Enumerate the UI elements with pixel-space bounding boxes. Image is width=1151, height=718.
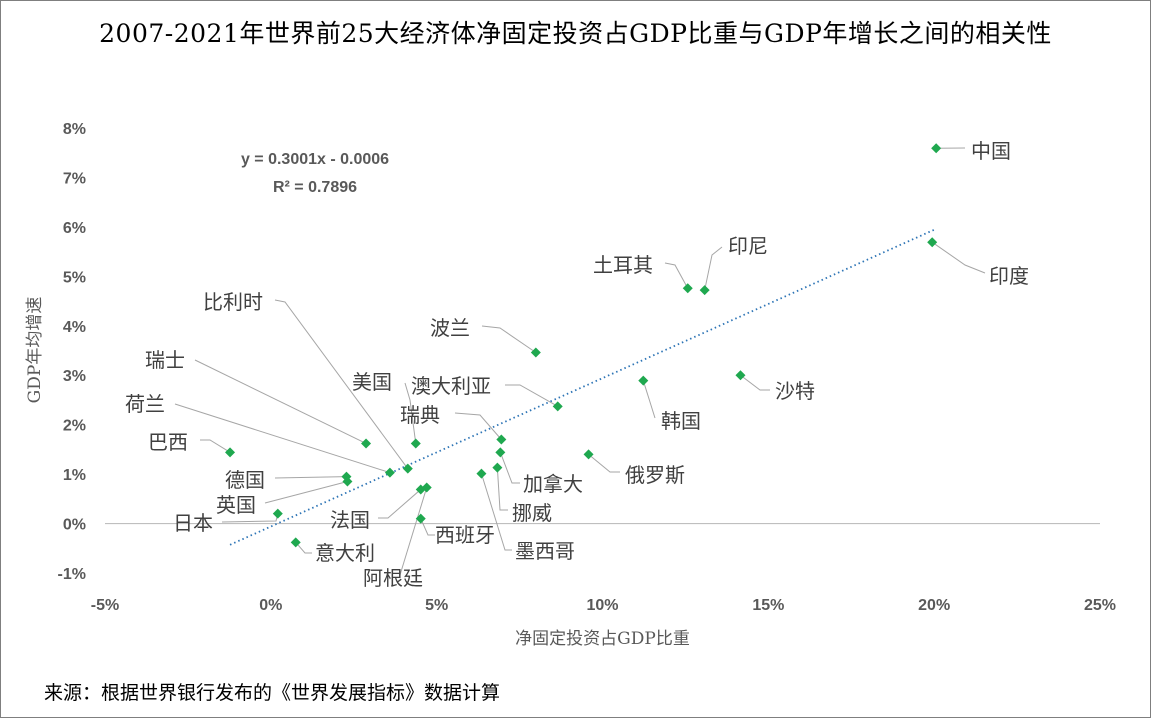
leader-line [378,489,422,519]
data-label: 美国 [352,371,392,394]
data-label: 瑞典 [400,404,440,427]
data-point [492,462,503,473]
source-note: 来源：根据世界银行发布的《世界发展指标》数据计算 [44,682,501,704]
y-tick-label: 6% [63,220,86,237]
data-point [552,401,563,412]
data-point [495,447,506,458]
data-label: 瑞士 [145,349,185,372]
y-tick-label: 4% [63,319,86,336]
data-label: 阿根廷 [363,567,423,590]
y-tick-label: 7% [63,170,86,187]
leader-line [740,374,770,391]
leader-line [499,452,520,484]
data-label: 法国 [330,509,370,532]
data-label: 加拿大 [523,472,583,496]
y-tick-label: 0% [63,517,86,534]
data-point [415,513,426,524]
data-label: 墨西哥 [515,541,575,563]
data-label: 韩国 [661,410,701,433]
data-point [638,375,649,386]
data-label: 波兰 [430,317,470,340]
x-tick-label: 5% [425,597,448,614]
x-tick-label: 25% [1084,597,1116,614]
data-point [699,285,710,296]
leader-line [481,325,537,353]
data-label: 中国 [971,140,1011,163]
data-point [496,434,507,445]
trendline [229,228,937,546]
leader-line [496,467,508,511]
leader-line [480,473,512,551]
data-point [225,447,236,458]
leader-line [200,439,231,453]
data-label: 澳大利亚 [411,375,491,398]
data-label: 比利时 [203,291,263,314]
leader-line [274,476,347,479]
data-point [931,143,942,154]
data-label: 印度 [989,265,1029,288]
data-point [476,468,487,479]
leader-line [704,246,723,291]
data-label: 日本 [173,512,213,535]
x-tick-label: 20% [918,597,950,614]
data-label: 巴西 [148,432,188,454]
trendline-equation: y = 0.3001x - 0.0006 [241,151,389,168]
data-label: 印尼 [728,235,768,258]
data-point [361,438,372,449]
y-tick-label: 5% [63,269,86,286]
leader-line [264,481,348,504]
data-point [290,537,301,548]
data-label: 意大利 [315,542,375,565]
chart-title: 2007-2021年世界前25大经济体净固定投资占GDP比重与GDP年增长之间的… [99,19,1052,48]
data-point [530,347,541,358]
leader-line [404,382,417,444]
leader-line [194,359,367,444]
y-tick-label: 8% [63,121,86,138]
leader-line [420,518,435,536]
data-label: 德国 [225,469,265,492]
data-label: 俄罗斯 [625,464,685,487]
data-point [421,482,432,493]
data-label: 英国 [216,494,256,517]
data-label: 挪威 [512,502,552,525]
data-label: 沙特 [775,380,815,403]
data-point [410,438,421,449]
data-point [402,463,413,474]
y-tick-label: 1% [63,467,86,484]
data-point [384,467,395,478]
y-tick-label: 2% [63,418,86,435]
data-label: 西班牙 [435,524,495,547]
data-point [682,283,693,294]
leader-line [174,403,391,474]
data-point [342,476,353,487]
leader-line [399,487,428,576]
leader-line [642,380,656,419]
leader-line [274,299,409,469]
y-axis-title: GDP年均增速 [25,297,45,404]
data-label: 土耳其 [593,254,653,277]
data-point [583,449,594,460]
leader-line [454,412,502,440]
leader-line [931,241,986,274]
leader-line [505,384,558,407]
y-tick-label: 3% [63,368,86,385]
data-point [927,237,938,248]
leader-line [295,542,312,554]
x-axis-title: 净固定投资占GDP比重 [515,629,690,649]
data-point [735,370,746,381]
data-label: 荷兰 [125,393,165,416]
x-tick-label: 0% [259,597,282,614]
leader-line [588,453,620,473]
y-tick-label: -1% [58,566,86,583]
data-point [272,508,283,519]
x-tick-label: 10% [586,597,618,614]
trendline-r2: R² = 0.7896 [273,179,357,196]
x-tick-label: 15% [752,597,784,614]
leader-line [664,262,689,289]
x-tick-label: -5% [91,597,119,614]
